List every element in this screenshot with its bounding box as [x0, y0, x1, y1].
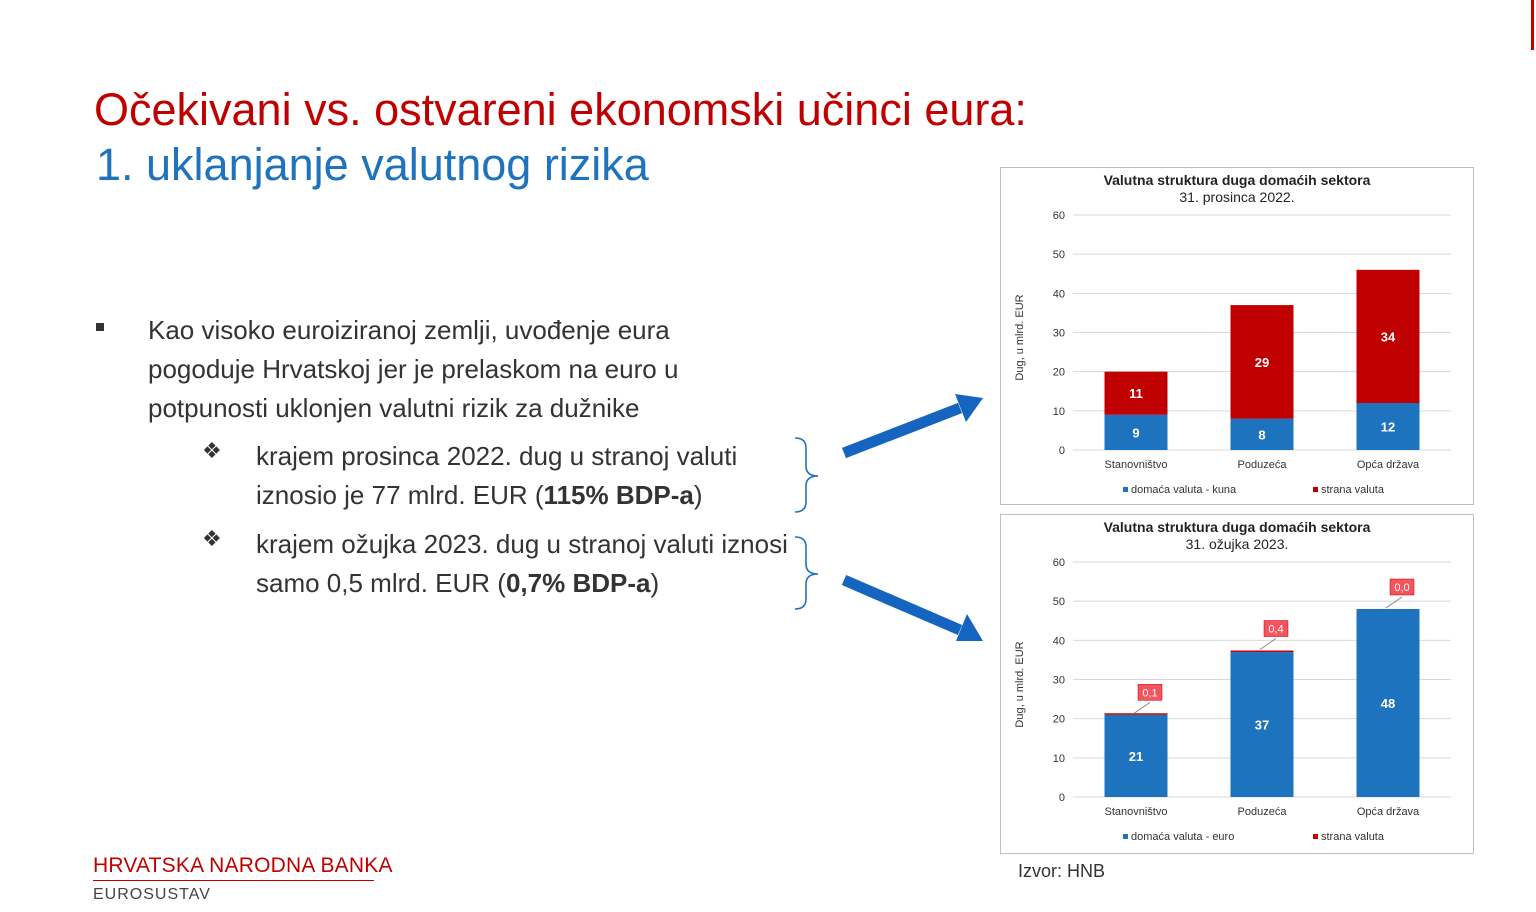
bar-segment — [1230, 418, 1294, 450]
y-tick-label: 40 — [1053, 635, 1065, 647]
brand-divider — [93, 880, 374, 881]
y-tick-label: 60 — [1053, 557, 1065, 569]
data-label: 37 — [1255, 718, 1269, 733]
bar-segment — [1104, 713, 1168, 715]
sub-bullet-dec-2022: ❖ krajem prosinca 2022. dug u stranoj va… — [202, 437, 822, 515]
x-tick-label: Stanovništvo — [1105, 806, 1168, 818]
x-tick-label: Stanovništvo — [1105, 459, 1168, 471]
bar-segment — [1230, 652, 1294, 797]
data-label: 29 — [1255, 355, 1269, 370]
y-tick-label: 10 — [1053, 753, 1065, 765]
bar-segment — [1104, 714, 1168, 797]
y-tick-label: 50 — [1053, 249, 1065, 261]
sub-bullet-text: krajem prosinca 2022. dug u stranoj valu… — [256, 441, 738, 510]
data-label: 12 — [1381, 420, 1395, 435]
y-tick-label: 0 — [1059, 445, 1065, 457]
data-label: 21 — [1129, 749, 1143, 764]
y-axis-label: Dug, u mlrd. EUR — [1014, 641, 1026, 727]
right-brace-icon — [794, 437, 819, 513]
sub-bullet-text-end: ) — [650, 568, 660, 598]
data-label: 8 — [1258, 427, 1265, 442]
chart-plot: 0 10 20 30 40 50 60 Dug, u mlrd. EUR 9 11 Stanovni… — [1014, 210, 1451, 496]
bar-segment — [1230, 305, 1294, 419]
callout-leader — [1259, 638, 1277, 650]
legend-label: domaća valuta - euro — [1131, 831, 1234, 843]
main-bullet-text: Kao visoko euroiziranoj zemlji, uvođenje… — [148, 315, 679, 423]
bar-segment — [1356, 609, 1420, 797]
bar-segment — [1104, 371, 1168, 415]
callout-leader — [1133, 701, 1151, 714]
sub-bullet-mar-2023: ❖ krajem ožujka 2023. dug u stranoj valu… — [202, 525, 822, 603]
square-bullet-icon — [96, 323, 104, 331]
slide-subtitle: 1. uklanjanje valutnog rizika — [96, 139, 649, 190]
y-tick-label: 20 — [1053, 714, 1065, 726]
x-tick-label: Poduzeća — [1238, 806, 1288, 818]
diamond-bullet-icon: ❖ — [202, 439, 222, 464]
legend-swatch — [1313, 487, 1318, 492]
chart-subtitle: 31. prosinca 2022. — [1179, 189, 1295, 205]
sub-bullet-highlight: 115% BDP-a — [543, 480, 694, 510]
data-label: 48 — [1381, 696, 1395, 711]
y-tick-label: 30 — [1053, 675, 1065, 687]
corner-accent-line — [1531, 0, 1534, 50]
y-tick-label: 0 — [1059, 792, 1065, 804]
right-brace-icon — [794, 536, 819, 610]
sub-bullet-text-end: ) — [693, 480, 703, 510]
slide-title: Očekivani vs. ostvareni ekonomski učinci… — [94, 84, 1027, 135]
bar-segment — [1356, 403, 1420, 450]
chart-mar-2023: Valutna struktura duga domaćih sektora 3… — [1000, 514, 1474, 854]
y-tick-label: 50 — [1053, 596, 1065, 608]
y-tick-label: 10 — [1053, 406, 1065, 418]
legend-label: strana valuta — [1321, 484, 1385, 496]
arrow-down-right-icon — [841, 574, 983, 641]
legend-swatch — [1123, 834, 1128, 839]
callout-leader — [1385, 596, 1403, 609]
data-label: 9 — [1132, 425, 1139, 440]
legend-swatch — [1123, 487, 1128, 492]
diamond-bullet-icon: ❖ — [202, 527, 222, 552]
chart-dec-2022: Valutna struktura duga domaćih sektora 3… — [1000, 167, 1474, 505]
sub-bullet-highlight: 0,7% BDP-a — [505, 568, 651, 598]
x-tick-label: Poduzeća — [1238, 459, 1288, 471]
data-label: 0,4 — [1268, 624, 1283, 636]
x-tick-label: Opća država — [1357, 806, 1420, 818]
source-note: Izvor: HNB — [1018, 861, 1106, 881]
chart-subtitle: 31. ožujka 2023. — [1185, 536, 1289, 552]
chart-plot: 0 10 20 30 40 50 60 Dug, u mlrd. EUR 21 0,1 Stanov… — [1014, 557, 1451, 843]
bar-segment — [1104, 414, 1168, 450]
y-tick-label: 40 — [1053, 288, 1065, 300]
chart-title: Valutna struktura duga domaćih sektora — [1103, 519, 1371, 535]
callout-box — [1389, 578, 1415, 596]
brand-subtitle: EUROSUSTAV — [93, 886, 211, 903]
data-label: 11 — [1129, 386, 1143, 401]
bar-segment — [1356, 269, 1420, 403]
data-label: 34 — [1381, 329, 1396, 344]
callout-box — [1263, 620, 1289, 637]
main-bullet: Kao visoko euroiziranoj zemlji, uvođenje… — [96, 311, 756, 428]
bar-segment — [1230, 650, 1294, 653]
y-tick-label: 60 — [1053, 210, 1065, 222]
y-tick-label: 30 — [1053, 328, 1065, 340]
brand-logo-text: HRVATSKA NARODNA BANKA — [93, 854, 393, 877]
y-axis-label: Dug, u mlrd. EUR — [1014, 294, 1026, 380]
arrow-up-right-icon — [842, 394, 983, 459]
data-label: 0,0 — [1394, 582, 1409, 594]
legend-label: strana valuta — [1321, 831, 1385, 843]
y-tick-label: 20 — [1053, 367, 1065, 379]
chart-title: Valutna struktura duga domaćih sektora — [1103, 172, 1371, 188]
legend-swatch — [1313, 834, 1318, 839]
sub-bullet-text: krajem ožujka 2023. dug u stranoj valuti… — [256, 529, 788, 598]
x-tick-label: Opća država — [1357, 459, 1420, 471]
callout-box — [1137, 684, 1163, 701]
legend-label: domaća valuta - kuna — [1131, 484, 1237, 496]
data-label: 0,1 — [1142, 687, 1157, 699]
